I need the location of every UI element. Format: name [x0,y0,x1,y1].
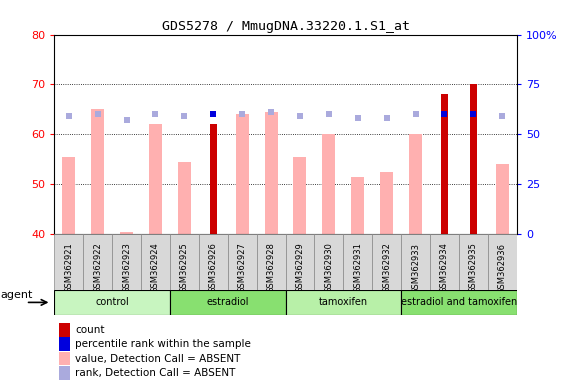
Text: estradiol: estradiol [207,297,249,308]
Bar [430,234,459,290]
Bar [59,366,70,380]
Bar [149,124,162,234]
Bar [401,290,517,315]
Bar [91,109,104,234]
Point [469,111,478,118]
Bar [59,352,70,366]
Bar [178,162,191,234]
Text: GSM362929: GSM362929 [295,243,304,293]
Bar [496,164,509,234]
Text: tamoxifen: tamoxifen [319,297,368,308]
Bar [59,323,70,337]
Point [208,111,218,118]
Bar [199,234,228,290]
Text: GSM362928: GSM362928 [267,243,276,293]
Bar [343,234,372,290]
Point [411,111,420,118]
Bar [441,94,448,234]
Bar [120,232,133,234]
Text: GSM362922: GSM362922 [93,243,102,293]
Bar [256,234,286,290]
Point [353,115,363,121]
Text: GSM362930: GSM362930 [324,243,333,293]
Bar [351,177,364,234]
Text: count: count [75,325,104,335]
Point [267,109,276,116]
Bar [62,157,75,234]
Bar [286,290,401,315]
Bar [315,234,343,290]
Bar [210,124,217,234]
Bar [470,84,477,234]
Bar [264,112,278,234]
Bar [323,134,335,234]
Point [382,115,391,121]
Bar [236,114,248,234]
Text: rank, Detection Call = ABSENT: rank, Detection Call = ABSENT [75,368,235,378]
Bar [293,157,307,234]
Text: GSM362924: GSM362924 [151,243,160,293]
Bar [372,234,401,290]
Bar [286,234,315,290]
Bar [380,172,393,234]
Text: agent: agent [1,290,33,300]
Bar [141,234,170,290]
Point [180,113,189,119]
Bar [409,134,422,234]
Text: GSM362931: GSM362931 [353,243,362,293]
Bar [112,234,141,290]
Point [151,111,160,118]
Bar [54,234,83,290]
Point [440,111,449,118]
Text: value, Detection Call = ABSENT: value, Detection Call = ABSENT [75,354,240,364]
Bar [488,234,517,290]
Text: GSM362927: GSM362927 [238,243,247,293]
Text: GSM362936: GSM362936 [498,243,507,294]
Text: GSM362934: GSM362934 [440,243,449,293]
Point [295,113,304,119]
Bar [54,290,170,315]
Bar [459,234,488,290]
Point [122,118,131,124]
Bar [170,290,286,315]
Text: GSM362925: GSM362925 [180,243,189,293]
Text: GSM362933: GSM362933 [411,243,420,294]
Point [498,113,507,119]
Text: control: control [95,297,129,308]
Text: GSM362921: GSM362921 [64,243,73,293]
Bar [83,234,112,290]
Point [93,111,102,118]
Text: GSM362923: GSM362923 [122,243,131,293]
Point [324,111,333,118]
Bar [401,234,430,290]
Text: percentile rank within the sample: percentile rank within the sample [75,339,251,349]
Title: GDS5278 / MmugDNA.33220.1.S1_at: GDS5278 / MmugDNA.33220.1.S1_at [162,20,409,33]
Point [64,113,73,119]
Text: GSM362935: GSM362935 [469,243,478,293]
Text: GSM362932: GSM362932 [382,243,391,293]
Bar [228,234,256,290]
Text: estradiol and tamoxifen: estradiol and tamoxifen [401,297,517,308]
Text: GSM362926: GSM362926 [209,243,218,293]
Bar [59,337,70,351]
Bar [170,234,199,290]
Point [238,111,247,118]
